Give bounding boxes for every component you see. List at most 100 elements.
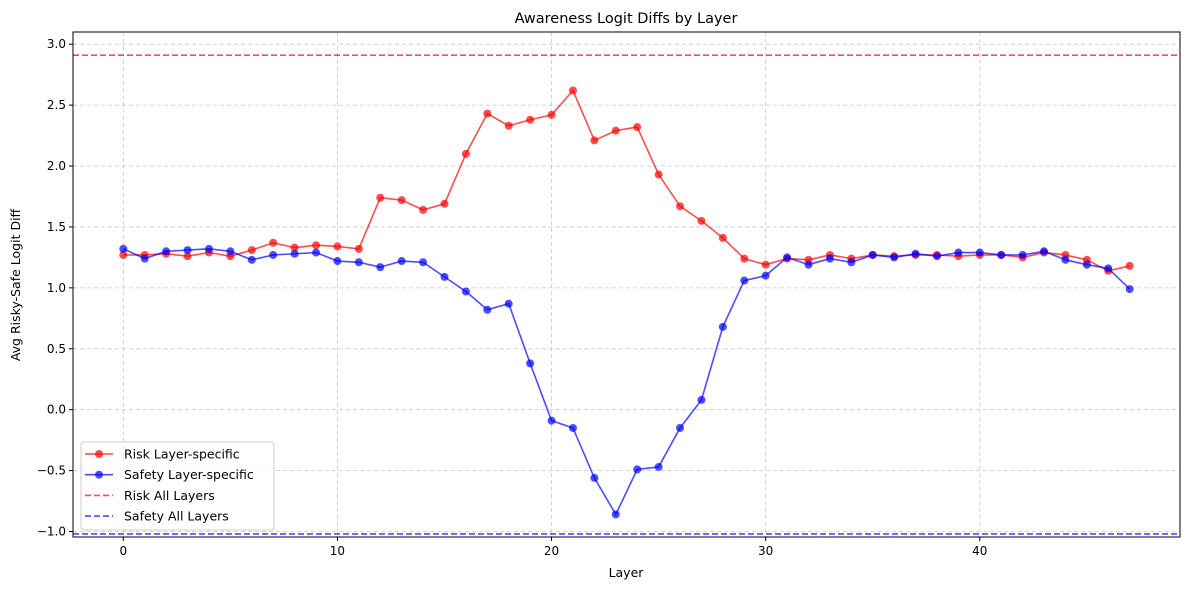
data-point xyxy=(761,271,770,280)
x-tick-label: 0 xyxy=(119,544,127,558)
y-tick-label: 0.0 xyxy=(47,403,66,417)
data-point xyxy=(590,136,599,145)
data-point xyxy=(290,243,299,252)
data-point xyxy=(204,244,213,253)
data-point xyxy=(1040,247,1049,256)
legend-label: Risk All Layers xyxy=(124,488,215,503)
x-tick-label: 10 xyxy=(330,544,345,558)
chart-title: Awareness Logit Diffs by Layer xyxy=(515,11,738,27)
data-point xyxy=(1125,261,1134,270)
y-tick-label: 3.0 xyxy=(47,37,66,51)
data-point xyxy=(183,246,192,255)
data-point xyxy=(183,252,192,261)
data-point xyxy=(312,241,321,250)
data-point xyxy=(504,121,513,130)
data-point xyxy=(890,253,899,262)
data-point xyxy=(504,299,513,308)
data-point xyxy=(1104,264,1113,273)
legend-label: Safety All Layers xyxy=(124,509,229,524)
data-point xyxy=(825,254,834,263)
data-point xyxy=(804,260,813,269)
data-point xyxy=(376,193,385,202)
data-point xyxy=(269,250,278,259)
data-point xyxy=(611,126,620,135)
data-point xyxy=(397,196,406,205)
data-point xyxy=(119,244,128,253)
data-point xyxy=(847,258,856,267)
data-point xyxy=(611,510,620,519)
data-point xyxy=(697,395,706,404)
data-point xyxy=(868,250,877,259)
y-tick-label: 0.5 xyxy=(47,342,66,356)
y-tick-label: 1.5 xyxy=(47,220,66,234)
x-tick-label: 40 xyxy=(972,544,987,558)
x-tick-label: 20 xyxy=(544,544,559,558)
data-point xyxy=(568,86,577,95)
data-point xyxy=(419,258,428,267)
data-point xyxy=(718,233,727,242)
data-point xyxy=(269,238,278,247)
data-point xyxy=(162,247,171,256)
legend-label: Risk Layer-specific xyxy=(124,447,240,462)
data-point xyxy=(740,276,749,285)
data-point xyxy=(997,250,1006,259)
data-point xyxy=(119,250,128,259)
data-point xyxy=(526,359,535,368)
data-point xyxy=(932,252,941,261)
data-point xyxy=(483,305,492,314)
data-point xyxy=(247,246,256,255)
data-point xyxy=(676,423,685,432)
data-point xyxy=(761,260,770,269)
data-point xyxy=(419,205,428,214)
y-tick-label: 2.5 xyxy=(47,98,66,112)
data-point xyxy=(483,109,492,118)
data-point xyxy=(333,257,342,266)
data-point xyxy=(697,216,706,225)
data-point xyxy=(633,123,642,132)
y-tick-label: −0.5 xyxy=(37,464,66,478)
data-point xyxy=(290,249,299,258)
data-point xyxy=(783,253,792,262)
data-point xyxy=(440,199,449,208)
data-point xyxy=(140,254,149,263)
y-tick-label: 1.0 xyxy=(47,281,66,295)
data-point xyxy=(1061,255,1070,264)
legend: Risk Layer-specific Safety Layer-specific… xyxy=(80,441,275,531)
legend-label: Safety Layer-specific xyxy=(124,467,254,482)
data-point xyxy=(461,287,470,296)
data-point xyxy=(740,254,749,263)
data-point xyxy=(226,247,235,256)
data-point xyxy=(718,322,727,331)
y-tick-label: 2.0 xyxy=(47,159,66,173)
data-point xyxy=(954,248,963,257)
data-point xyxy=(461,149,470,158)
data-point xyxy=(975,248,984,257)
data-point xyxy=(354,244,363,253)
data-point xyxy=(547,416,556,425)
data-point xyxy=(654,462,663,471)
data-point xyxy=(1018,250,1027,259)
data-point xyxy=(440,272,449,281)
data-point xyxy=(590,473,599,482)
data-point xyxy=(568,423,577,432)
data-point xyxy=(526,115,535,124)
data-point xyxy=(333,242,342,251)
data-point xyxy=(547,110,556,119)
data-point xyxy=(633,465,642,474)
legend-marker-icon xyxy=(95,450,103,458)
data-point xyxy=(312,248,321,257)
x-tick-label: 30 xyxy=(758,544,773,558)
data-point xyxy=(1125,285,1134,294)
legend-box xyxy=(80,441,275,531)
plot-frame xyxy=(72,31,1181,538)
y-axis-label: Avg Risky-Safe Logit Diff xyxy=(8,208,23,361)
x-axis-label: Layer xyxy=(609,565,645,580)
data-point xyxy=(676,202,685,211)
data-point xyxy=(911,249,920,258)
data-point xyxy=(247,255,256,264)
y-tick-label: −1.0 xyxy=(37,525,66,539)
data-point xyxy=(376,263,385,272)
legend-marker-icon xyxy=(95,470,103,479)
data-point xyxy=(397,257,406,266)
